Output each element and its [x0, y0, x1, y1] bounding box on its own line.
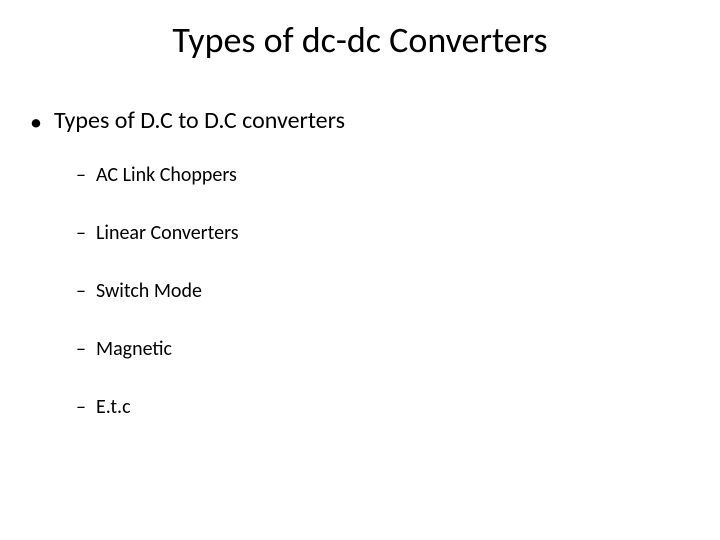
list-item-text: Magnetic: [96, 337, 172, 361]
list-item: – AC Link Choppers: [76, 163, 720, 187]
list-item: – E.t.c: [76, 395, 720, 419]
bullet-level-1: • Types of D.C to D.C converters: [30, 106, 720, 135]
dash-icon: –: [76, 163, 86, 187]
list-item-text: E.t.c: [96, 395, 131, 419]
list-item-text: Linear Converters: [96, 221, 239, 245]
dash-icon: –: [76, 221, 86, 245]
dash-icon: –: [76, 395, 86, 419]
dash-icon: –: [76, 337, 86, 361]
level-1-text: Types of D.C to D.C converters: [54, 106, 345, 135]
list-item-text: Switch Mode: [96, 279, 202, 303]
bullet-dot-icon: •: [30, 111, 42, 135]
list-item: – Magnetic: [76, 337, 720, 361]
slide-title: Types of dc-dc Converters: [0, 18, 720, 62]
slide-container: Types of dc-dc Converters • Types of D.C…: [0, 0, 720, 540]
list-item: – Switch Mode: [76, 279, 720, 303]
list-item-text: AC Link Choppers: [96, 163, 237, 187]
sub-bullet-list: – AC Link Choppers – Linear Converters –…: [76, 163, 720, 419]
dash-icon: –: [76, 279, 86, 303]
list-item: – Linear Converters: [76, 221, 720, 245]
